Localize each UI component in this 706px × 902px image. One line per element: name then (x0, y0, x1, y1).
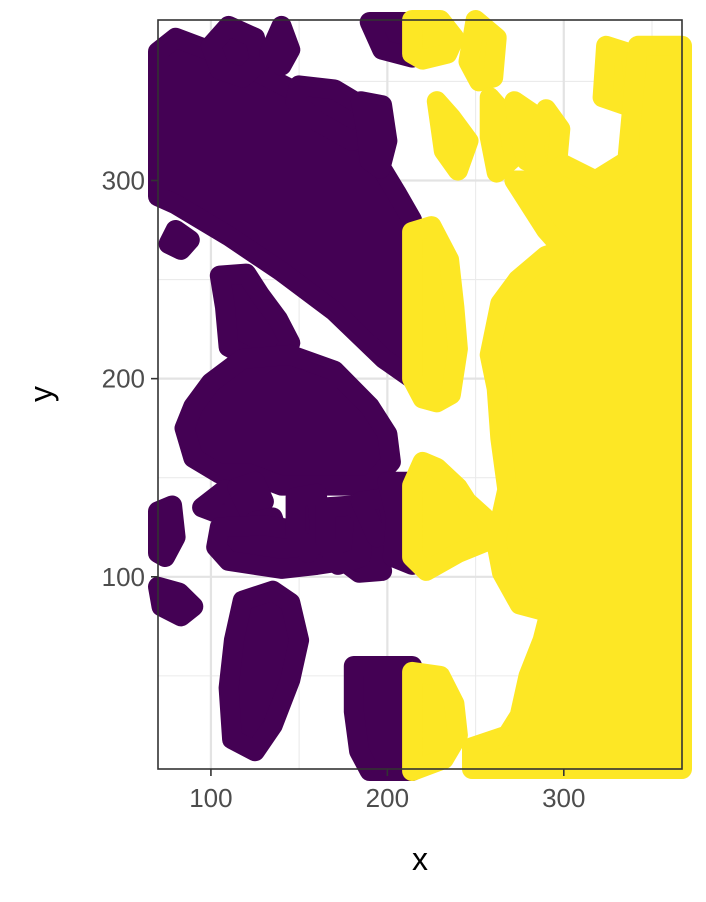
y-axis-ticks: 100 200 300 (102, 166, 158, 592)
x-tick-label: 200 (366, 783, 409, 813)
y-tick-label: 100 (102, 562, 145, 592)
point-cluster-series-1 (350, 91, 398, 179)
x-axis-title: x (412, 841, 428, 877)
x-tick-label: 300 (542, 783, 585, 813)
point-cluster-series-1 (158, 220, 200, 260)
point-cluster-series-2 (402, 661, 468, 781)
point-cluster-series-2 (458, 10, 507, 92)
x-axis-ticks: 100 200 300 (189, 769, 585, 813)
point-cluster-series-1 (218, 580, 310, 762)
y-axis-title: y (23, 386, 59, 402)
y-tick-label: 300 (102, 166, 145, 196)
point-cluster-series-1 (259, 15, 301, 76)
point-cluster-series-1 (285, 483, 331, 563)
y-tick-label: 200 (102, 364, 145, 394)
point-cluster-series-2 (426, 91, 479, 181)
point-cluster-series-1 (174, 344, 401, 496)
x-tick-label: 100 (189, 783, 232, 813)
point-cluster-series-1 (148, 576, 204, 627)
plot-panel-border (157, 19, 683, 770)
point-cluster-series-1 (227, 471, 274, 524)
point-cluster-series-2 (402, 10, 465, 70)
point-cluster-series-2 (479, 87, 525, 183)
point-cluster-series-1 (200, 15, 271, 88)
point-cluster-series-2 (402, 216, 468, 413)
point-cluster-series-1 (148, 495, 186, 567)
